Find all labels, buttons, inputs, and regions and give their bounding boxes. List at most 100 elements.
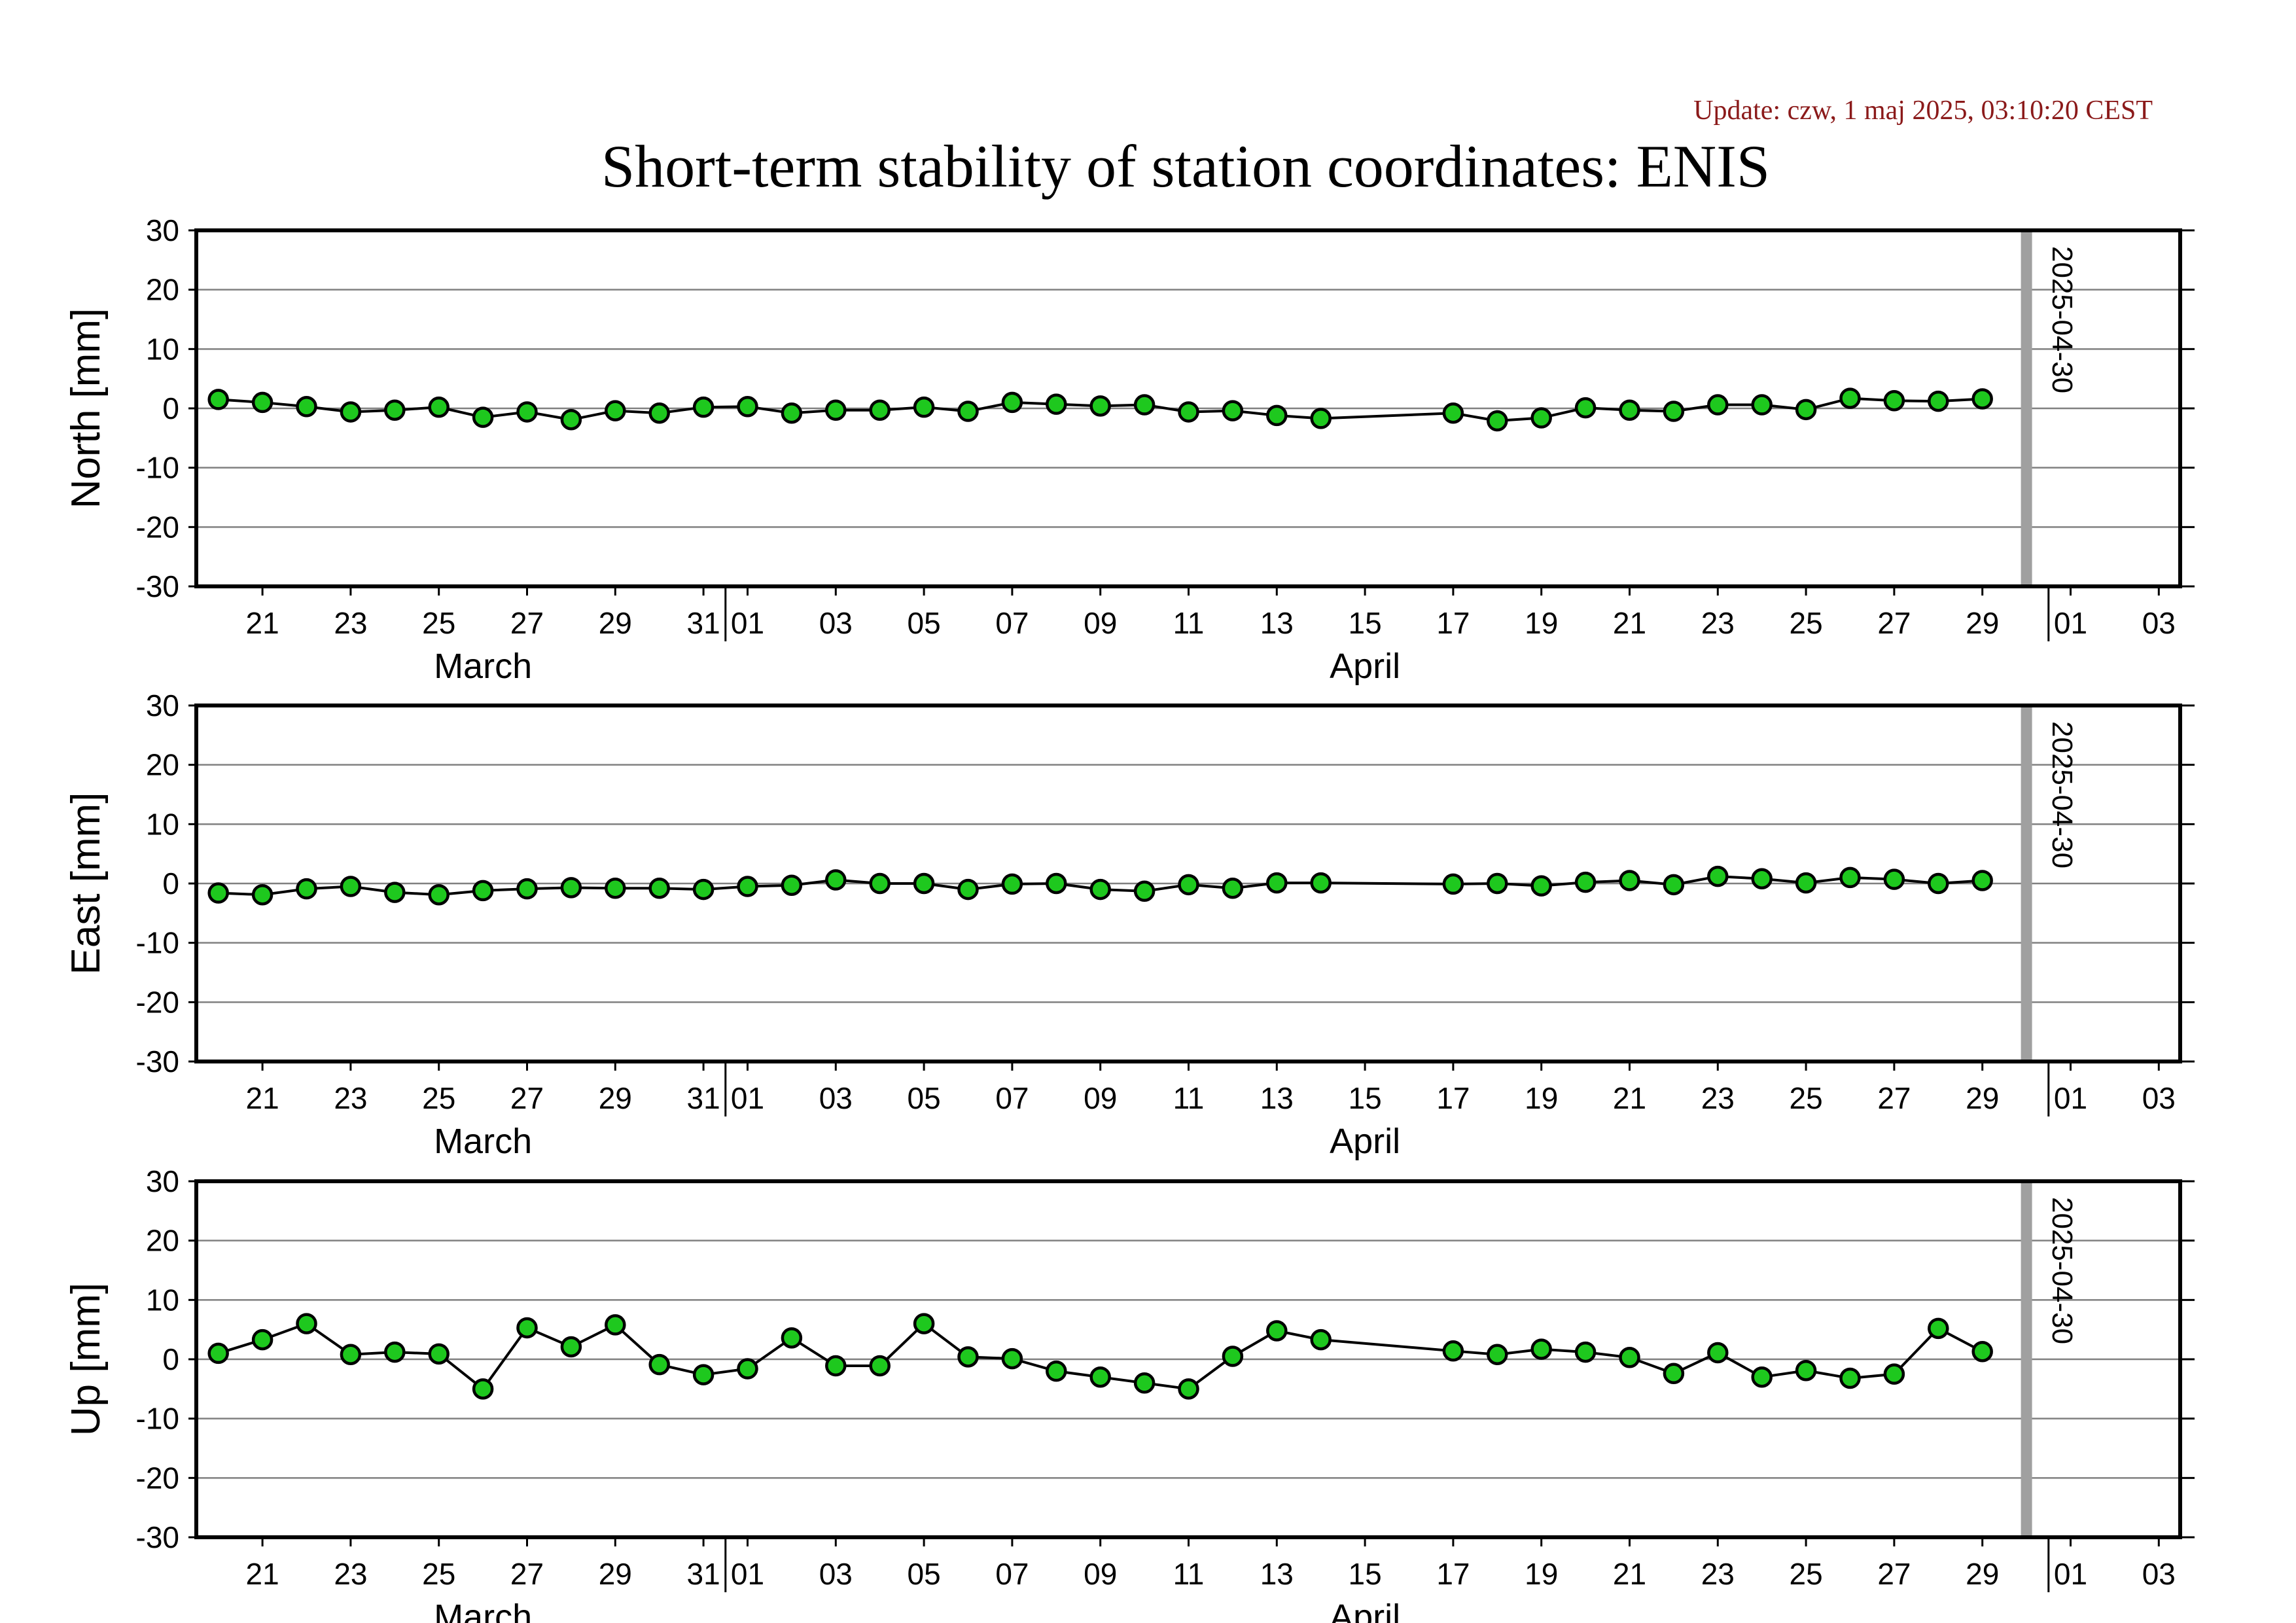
data-point (1883, 1363, 1905, 1385)
data-point (1222, 1346, 1244, 1367)
data-point (1663, 401, 1685, 422)
x-tick-label: 05 (908, 1081, 941, 1115)
x-tick-label: 25 (1790, 1081, 1823, 1115)
y-tick-label: -20 (136, 510, 179, 544)
data-point (340, 876, 362, 897)
data-point (781, 1327, 803, 1349)
data-point (957, 878, 979, 901)
data-point (1883, 389, 1905, 412)
x-tick-label: 21 (1613, 1557, 1646, 1591)
x-tick-label: 27 (510, 606, 544, 640)
data-point (1487, 410, 1508, 432)
data-point (428, 883, 450, 906)
data-point (1619, 1347, 1640, 1368)
data-point (516, 1317, 538, 1339)
data-point (1178, 874, 1199, 896)
x-tick-label: 23 (334, 606, 367, 640)
x-tick-label: 19 (1525, 1081, 1558, 1115)
x-tick-label: 01 (2054, 1557, 2087, 1591)
data-point (428, 1343, 450, 1365)
y-tick-label: -10 (136, 451, 179, 485)
data-point (1574, 871, 1597, 893)
data-point (1442, 873, 1464, 895)
data-point (251, 1329, 274, 1351)
data-point (737, 876, 758, 897)
data-point (1530, 407, 1552, 429)
data-point (560, 408, 582, 431)
x-tick-label: 15 (1349, 1081, 1382, 1115)
y-tick-label: -10 (136, 1402, 179, 1436)
data-point (1001, 391, 1023, 414)
x-tick-label: 03 (819, 1557, 853, 1591)
data-point (1707, 1342, 1729, 1364)
data-point (605, 400, 626, 421)
x-tick-label: 25 (1790, 1557, 1823, 1591)
x-tick-label: 27 (1877, 1557, 1911, 1591)
x-tick-label: 05 (908, 1557, 941, 1591)
y-tick-label: 10 (146, 332, 179, 366)
y-tick-label: -20 (136, 1461, 179, 1495)
x-tick-label: 03 (819, 606, 853, 640)
data-point (251, 391, 274, 414)
data-point (1310, 1329, 1332, 1351)
x-tick-label: 07 (995, 1081, 1029, 1115)
x-tick-label: 27 (1877, 606, 1911, 640)
x-tick-label: 21 (1613, 1081, 1646, 1115)
x-tick-label: 11 (1173, 1081, 1205, 1115)
x-tick-label: 01 (2054, 606, 2087, 640)
data-point (1928, 1317, 1949, 1340)
y-tick-label: 0 (162, 391, 179, 425)
y-tick-label: 10 (146, 1283, 179, 1317)
data-point (648, 878, 670, 899)
data-point (1046, 1360, 1067, 1382)
data-point (737, 1358, 758, 1380)
data-point (1310, 408, 1332, 429)
x-tick-label: 13 (1260, 606, 1294, 640)
data-point (1751, 394, 1773, 416)
y-axis-label: Up [mm] (63, 1283, 109, 1436)
month-label: March (434, 1597, 532, 1623)
x-tick-label: 03 (819, 1081, 853, 1115)
x-tick-label: 17 (1436, 1557, 1470, 1591)
data-point (251, 883, 274, 906)
data-point (1574, 397, 1597, 419)
y-tick-label: -20 (136, 985, 179, 1019)
x-tick-label: 21 (246, 1557, 279, 1591)
x-tick-label: 19 (1525, 606, 1558, 640)
x-tick-label: 11 (1173, 1557, 1205, 1591)
x-tick-label: 03 (2142, 1081, 2176, 1115)
x-tick-label: 21 (1613, 606, 1646, 640)
y-tick-label: -10 (136, 926, 179, 960)
data-point (957, 1346, 979, 1368)
data-point (869, 399, 891, 421)
x-tick-label: 29 (1966, 1081, 1999, 1115)
x-tick-label: 25 (422, 1081, 455, 1115)
update-timestamp: Update: czw, 1 maj 2025, 03:10:20 CEST (1693, 96, 2153, 126)
date-marker-label: 2025-04-30 (2046, 246, 2078, 393)
x-tick-label: 23 (334, 1557, 367, 1591)
x-tick-label: 21 (246, 1081, 279, 1115)
y-axis-label: North [mm] (63, 308, 109, 509)
y-axis-label: East [mm] (63, 792, 109, 974)
x-tick-label: 17 (1436, 1081, 1470, 1115)
data-point (560, 1336, 582, 1358)
data-point (1795, 399, 1817, 421)
x-tick-label: 11 (1173, 606, 1205, 640)
data-point (1089, 1366, 1111, 1388)
x-tick-label: 25 (1790, 606, 1823, 640)
data-point (472, 406, 494, 428)
data-point (1663, 874, 1685, 896)
data-point (913, 872, 935, 895)
data-point (692, 1364, 715, 1385)
data-point (1133, 394, 1156, 416)
y-tick-label: 10 (146, 807, 179, 841)
x-tick-label: 13 (1260, 1081, 1294, 1115)
y-tick-label: 30 (146, 1164, 179, 1198)
month-label: April (1330, 647, 1400, 686)
data-point (1266, 872, 1288, 894)
x-tick-label: 09 (1084, 1557, 1117, 1591)
x-tick-label: 29 (599, 606, 632, 640)
x-tick-label: 13 (1260, 1557, 1294, 1591)
data-point (1046, 393, 1067, 415)
month-label: March (434, 1122, 532, 1161)
